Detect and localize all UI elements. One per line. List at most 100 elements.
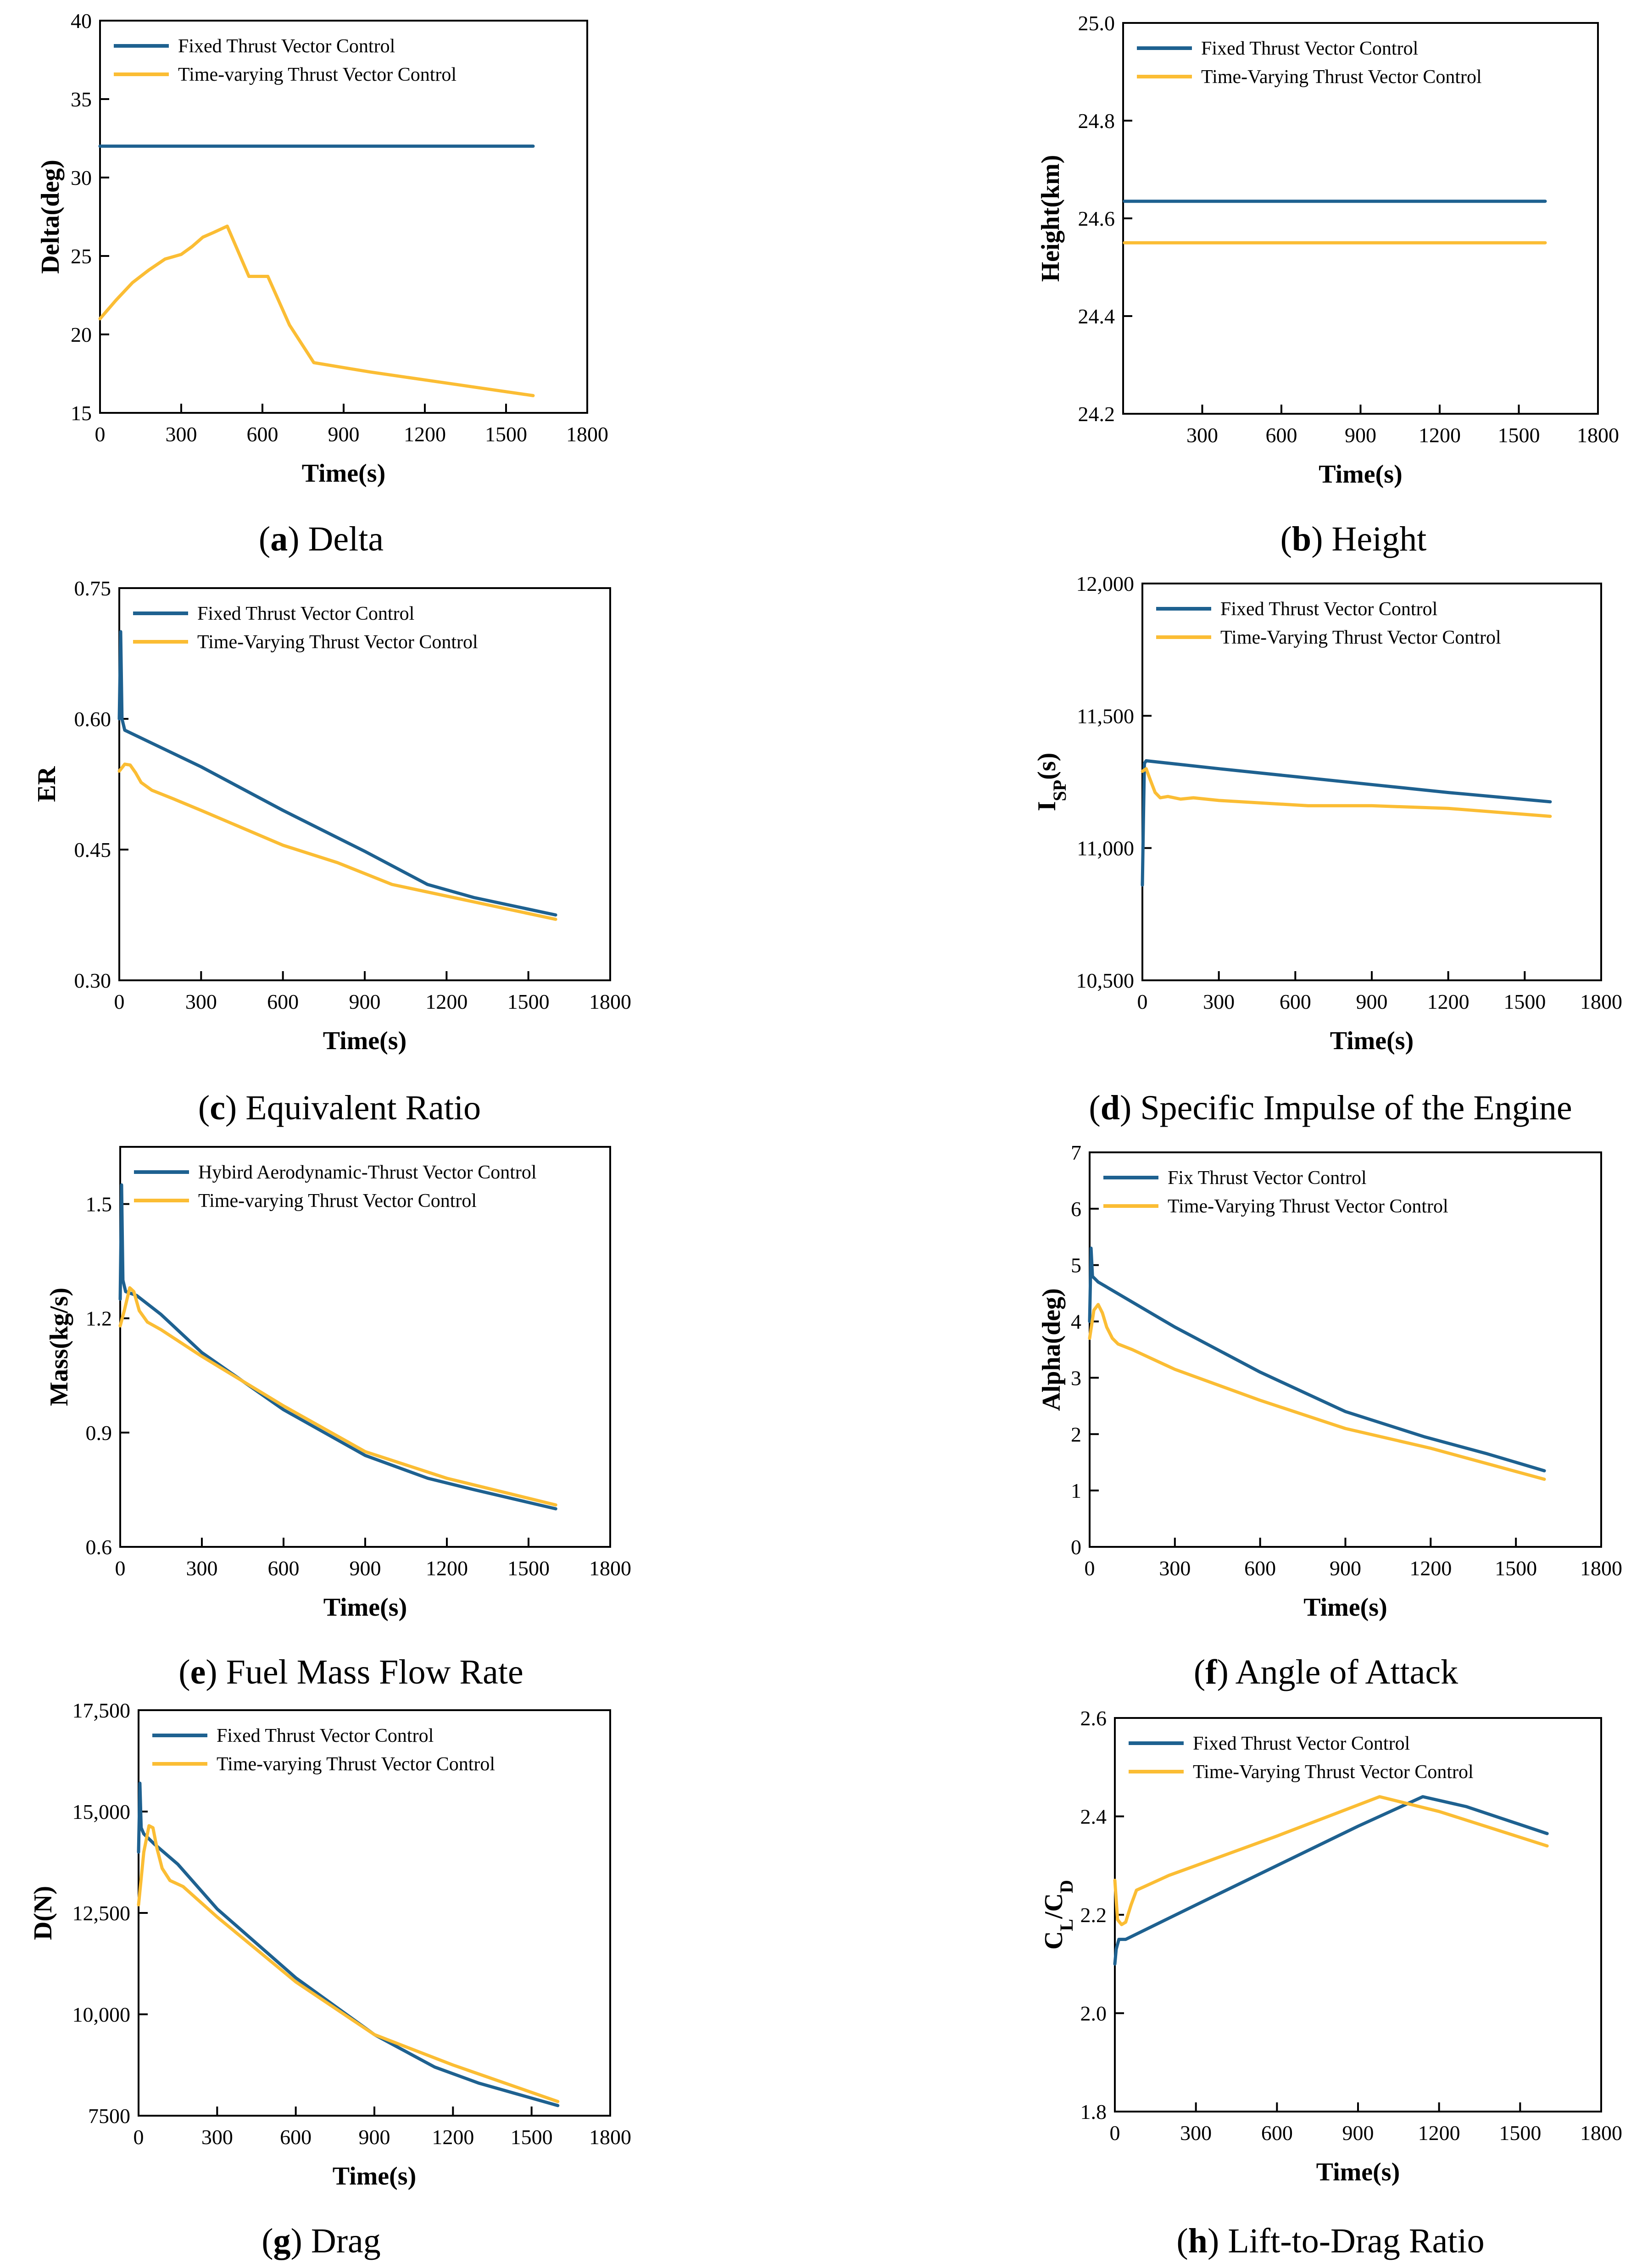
y-tick-label: 0.9 xyxy=(86,1421,112,1445)
x-tick-label: 1500 xyxy=(507,990,550,1013)
x-tick-label: 600 xyxy=(280,2125,312,2149)
legend-label: Fix Thrust Vector Control xyxy=(1168,1167,1367,1189)
x-tick-label: 900 xyxy=(1345,423,1376,447)
x-tick-label: 1200 xyxy=(1418,2121,1460,2145)
x-axis-title: Time(s) xyxy=(1303,1593,1387,1622)
series-line-fixed xyxy=(137,1781,560,2107)
panel-caption: (h) Lift-to-Drag Ratio xyxy=(1176,2222,1484,2260)
y-tick-label: 35 xyxy=(71,88,92,111)
y-tick-label: 2 xyxy=(1071,1423,1081,1446)
y-tick-label: 1.8 xyxy=(1080,2100,1107,2123)
x-axis-title: Time(s) xyxy=(302,459,386,488)
x-tick-label: 0 xyxy=(115,1556,126,1580)
legend-label: Time-Varying Thrust Vector Control xyxy=(1168,1196,1448,1217)
y-tick-label: 25 xyxy=(71,245,92,268)
y-tick-label: 10,000 xyxy=(72,2003,131,2026)
y-tick-label: 0.45 xyxy=(74,838,111,862)
y-tick-label: 20 xyxy=(71,323,92,346)
y-tick-label: 24.4 xyxy=(1078,305,1115,328)
y-axis-title: D(N) xyxy=(29,1886,57,1940)
x-tick-label: 600 xyxy=(1261,2121,1293,2145)
y-tick-label: 11,500 xyxy=(1077,704,1134,728)
x-axis-title: Time(s) xyxy=(323,1027,407,1055)
y-tick-label: 15,000 xyxy=(72,1800,131,1823)
legend-label: Fixed Thrust Vector Control xyxy=(1201,38,1418,59)
legend-label: Time-Varying Thrust Vector Control xyxy=(1220,627,1501,648)
y-tick-label: 2.2 xyxy=(1080,1903,1107,1927)
x-tick-label: 300 xyxy=(1159,1556,1191,1580)
series-line-fixed xyxy=(117,630,557,917)
y-tick-label: 15 xyxy=(71,401,92,425)
x-tick-label: 1800 xyxy=(1580,990,1622,1013)
y-tick-label: 24.8 xyxy=(1078,109,1115,133)
legend-label: Fixed Thrust Vector Control xyxy=(197,603,414,624)
x-tick-label: 600 xyxy=(268,1556,300,1580)
x-tick-label: 300 xyxy=(201,2125,233,2149)
series-line-timevarying xyxy=(1141,767,1552,818)
x-tick-label: 1800 xyxy=(1580,2121,1622,2145)
x-tick-label: 1200 xyxy=(426,1556,468,1580)
x-tick-label: 1200 xyxy=(1419,423,1461,447)
series-line-fixed xyxy=(1088,1246,1546,1473)
y-tick-label: 3 xyxy=(1071,1366,1081,1390)
y-tick-label: 17,500 xyxy=(72,1699,131,1722)
x-tick-label: 300 xyxy=(1186,423,1218,447)
x-tick-label: 600 xyxy=(1266,423,1297,447)
y-tick-label: 25.0 xyxy=(1078,11,1115,35)
series-line-fixed xyxy=(1113,1795,1549,1966)
x-tick-label: 900 xyxy=(350,1556,381,1580)
x-tick-label: 1500 xyxy=(1498,423,1540,447)
panel-caption: (a) Delta xyxy=(259,520,384,558)
x-tick-label: 0 xyxy=(1110,2121,1120,2145)
y-tick-label: 0 xyxy=(1071,1535,1081,1559)
chart-panel-e: 0 300 600 900 1200 1500 1800 0.6 0.9 1.2 1.5 Time(s… xyxy=(45,1146,631,1691)
x-tick-label: 900 xyxy=(1356,990,1388,1013)
legend-label: Fixed Thrust Vector Control xyxy=(178,36,395,57)
series-line-timevarying xyxy=(117,762,557,921)
x-axis-title: Time(s) xyxy=(323,1593,407,1622)
legend-label: Time-Varying Thrust Vector Control xyxy=(1201,67,1482,88)
legend-label: Time-varying Thrust Vector Control xyxy=(178,64,456,85)
x-tick-label: 1800 xyxy=(589,2125,631,2149)
y-tick-label: 12,000 xyxy=(1076,572,1135,595)
x-axis-title: Time(s) xyxy=(1316,2158,1400,2186)
chart-panel-c: 0 300 600 900 1200 1500 1800 0.30 0.45 0.60 0.75 Ti… xyxy=(33,577,631,1127)
y-tick-label: 0.60 xyxy=(74,707,111,731)
chart-panel-f: 0 300 600 900 1200 1500 1800 0 1 2 3 4 5 6 7 Time(s) Alp… xyxy=(1037,1141,1622,1691)
legend-label: Time-Varying Thrust Vector Control xyxy=(197,632,478,653)
y-tick-label: 2.0 xyxy=(1080,2002,1107,2025)
x-axis-title: Time(s) xyxy=(1330,1027,1414,1055)
y-tick-label: 0.30 xyxy=(74,969,111,992)
series-line-timevarying xyxy=(118,1286,557,1507)
y-axis-title: ER xyxy=(33,766,61,802)
x-tick-label: 1800 xyxy=(589,990,631,1013)
y-axis-title: Mass(kg/s) xyxy=(45,1288,73,1406)
y-tick-label: 11,000 xyxy=(1077,837,1134,860)
y-tick-label: 4 xyxy=(1071,1310,1081,1334)
series-line-fixed xyxy=(118,1183,557,1511)
x-tick-label: 1200 xyxy=(425,990,468,1013)
x-tick-label: 600 xyxy=(247,422,278,446)
y-tick-label: 6 xyxy=(1071,1197,1081,1221)
y-tick-label: 12,500 xyxy=(72,1901,131,1925)
y-tick-label: 5 xyxy=(1071,1254,1081,1277)
y-axis-title: Height(km) xyxy=(1036,155,1065,282)
panel-caption: (b) Height xyxy=(1280,520,1427,558)
x-tick-label: 1200 xyxy=(404,422,446,446)
y-tick-label: 40 xyxy=(71,9,92,33)
y-tick-label: 30 xyxy=(71,166,92,189)
x-tick-label: 1200 xyxy=(1409,1556,1452,1580)
series-line-timevarying xyxy=(137,1824,560,2103)
x-axis-title: Time(s) xyxy=(333,2162,417,2190)
panel-caption: (f) Angle of Attack xyxy=(1194,1653,1458,1691)
legend-label: Fixed Thrust Vector Control xyxy=(1220,599,1437,620)
y-tick-label: 1.2 xyxy=(86,1307,112,1330)
x-tick-label: 600 xyxy=(1280,990,1311,1013)
x-tick-label: 1500 xyxy=(1495,1556,1537,1580)
x-tick-label: 300 xyxy=(166,422,197,446)
chart-panel-h: 0 300 600 900 1200 1500 1800 1.8 2.0 2.2 2.4 2.6 Tim… xyxy=(1040,1707,1622,2260)
x-axis-title: Time(s) xyxy=(1319,460,1403,489)
x-tick-label: 1800 xyxy=(1577,423,1619,447)
chart-panel-g: 0 300 600 900 1200 1500 1800 7500 10,000 12,500 15… xyxy=(29,1699,631,2260)
legend-label: Time-varying Thrust Vector Control xyxy=(217,1754,495,1775)
